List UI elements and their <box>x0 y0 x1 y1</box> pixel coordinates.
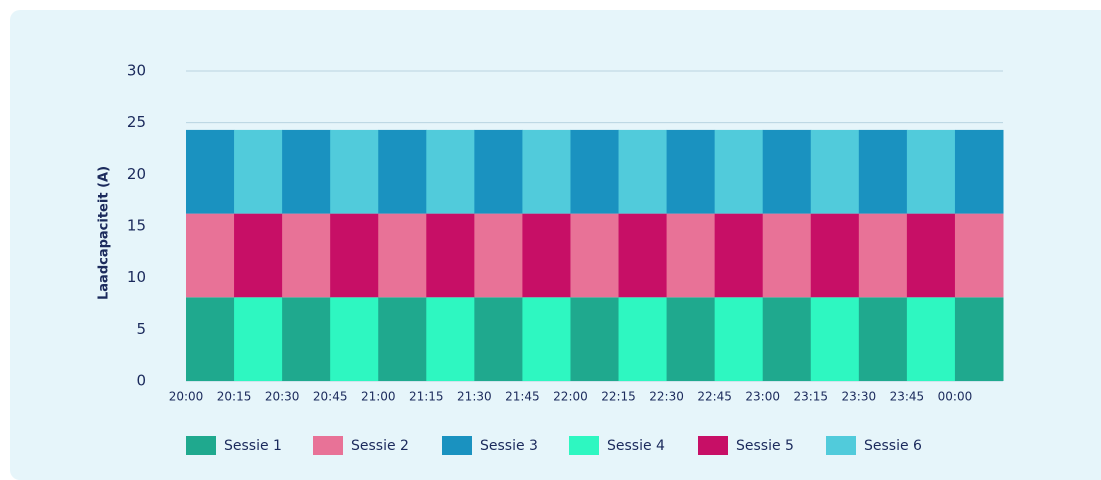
x-tick-label: 22:45 <box>697 390 732 404</box>
bar-segment <box>186 129 235 214</box>
y-tick-label: 5 <box>136 320 146 338</box>
x-tick-label: 21:30 <box>457 390 492 404</box>
x-tick-label: 22:30 <box>649 390 684 404</box>
bar-segment <box>666 129 716 214</box>
bar-segment <box>282 129 331 214</box>
x-tick-label: 21:45 <box>505 390 540 404</box>
y-tick-label: 15 <box>127 217 146 235</box>
bar-segment <box>474 213 523 298</box>
legend-swatch <box>826 436 856 455</box>
x-tick-label: 20:45 <box>313 390 348 404</box>
bar-segment <box>330 129 379 214</box>
bar-segment <box>666 213 716 298</box>
bar-segment <box>426 297 475 381</box>
bar-segment <box>378 213 427 298</box>
x-tick-label: 22:15 <box>601 390 636 404</box>
bar-segment <box>858 297 908 381</box>
bar-segment <box>234 213 283 298</box>
y-tick-label: 0 <box>136 372 146 390</box>
bar-segment <box>522 297 571 381</box>
bar-segment <box>186 213 235 298</box>
bar-segment <box>858 129 908 214</box>
y-tick-label: 10 <box>127 268 146 286</box>
legend-label: Sessie 6 <box>864 438 922 454</box>
x-tick-label: 23:15 <box>793 390 828 404</box>
bar-segment <box>378 129 427 214</box>
bar-segment <box>762 213 812 298</box>
bar-segment <box>858 213 908 298</box>
bar-segment <box>714 297 764 381</box>
legend-label: Sessie 3 <box>480 438 538 454</box>
bar-segment <box>762 297 812 381</box>
bar-segment <box>330 297 379 381</box>
bar-segment <box>282 297 331 381</box>
bar-segment <box>618 213 668 298</box>
x-tick-label: 20:00 <box>169 390 204 404</box>
bar-segment <box>522 129 571 214</box>
x-tick-label: 00:00 <box>938 390 973 404</box>
bar-segment <box>810 213 860 298</box>
y-tick-label: 25 <box>127 113 146 131</box>
x-tick-label: 22:00 <box>553 390 588 404</box>
x-tick-label: 20:15 <box>217 390 252 404</box>
bar-segment <box>618 129 668 214</box>
legend-label: Sessie 5 <box>736 438 794 454</box>
legend-label: Sessie 2 <box>351 438 409 454</box>
bar-segment <box>666 297 716 381</box>
legend-swatch <box>442 436 472 455</box>
x-tick-label: 20:30 <box>265 390 300 404</box>
bar-segment <box>618 297 668 381</box>
bar-segment <box>762 129 812 214</box>
x-tick-label: 23:45 <box>890 390 925 404</box>
bar-segment <box>330 213 379 298</box>
y-tick-label: 30 <box>127 62 146 80</box>
y-tick-label: 20 <box>127 165 146 183</box>
x-tick-label: 23:30 <box>842 390 877 404</box>
bar-segment <box>426 129 475 214</box>
legend-swatch <box>313 436 343 455</box>
bar-segment <box>186 297 235 381</box>
bar-segment <box>954 129 1004 214</box>
bar-segment <box>474 297 523 381</box>
bar-segment <box>570 213 620 298</box>
bar-segment <box>570 297 620 381</box>
bar-segment <box>522 213 571 298</box>
x-tick-label: 23:00 <box>745 390 780 404</box>
bar-segment <box>234 129 283 214</box>
bar-segment <box>906 297 956 381</box>
bar-segment <box>954 213 1004 298</box>
legend-label: Sessie 1 <box>224 438 282 454</box>
bar-segment <box>570 129 620 214</box>
bar-segment <box>810 129 860 214</box>
bar-segment <box>714 129 764 214</box>
bar-segment <box>906 129 956 214</box>
y-axis-label: Laadcapaciteit (A) <box>97 166 112 300</box>
bar-segment <box>426 213 475 298</box>
bar-segment <box>234 297 283 381</box>
legend-swatch <box>186 436 216 455</box>
legend-swatch <box>569 436 599 455</box>
bar-segment <box>906 213 956 298</box>
bar-segment <box>810 297 860 381</box>
bar-segment <box>714 213 764 298</box>
x-tick-label: 21:15 <box>409 390 444 404</box>
legend-label: Sessie 4 <box>607 438 665 454</box>
bar-segment <box>282 213 331 298</box>
bar-segment <box>378 297 427 381</box>
legend-swatch <box>698 436 728 455</box>
bar-segment <box>474 129 523 214</box>
bar-segment <box>954 297 1004 381</box>
x-tick-label: 21:00 <box>361 390 396 404</box>
